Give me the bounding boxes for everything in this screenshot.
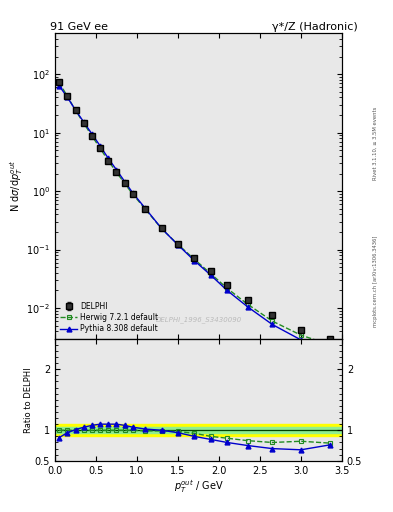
Herwig 7.2.1 default (192, 256, 197, 262)
Pythia 8.308 default (176, 242, 180, 248)
Herwig 7.2.1 default (57, 79, 61, 86)
Herwig 7.2.1 default (299, 332, 303, 338)
Herwig 7.2.1 default (90, 133, 94, 139)
Herwig 7.2.1 default (122, 180, 127, 186)
Herwig 7.2.1 default (98, 145, 103, 152)
Pythia 8.308 default (192, 258, 197, 264)
Y-axis label: N d$\sigma$/d$p_T^{out}$: N d$\sigma$/d$p_T^{out}$ (8, 160, 25, 212)
Herwig 7.2.1 default (143, 206, 147, 212)
Pythia 8.308 default (81, 119, 86, 125)
Legend: DELPHI, Herwig 7.2.1 default, Pythia 8.308 default: DELPHI, Herwig 7.2.1 default, Pythia 8.3… (59, 300, 160, 335)
Pythia 8.308 default (114, 167, 119, 173)
Herwig 7.2.1 default (270, 318, 275, 324)
Text: mcplots.cern.ch [arXiv:1306.3436]: mcplots.cern.ch [arXiv:1306.3436] (373, 236, 378, 327)
Pythia 8.308 default (225, 287, 230, 293)
Pythia 8.308 default (159, 225, 164, 231)
Herwig 7.2.1 default (245, 301, 250, 307)
Text: DELPHI_1996_S3430090: DELPHI_1996_S3430090 (155, 316, 242, 324)
Pythia 8.308 default (245, 304, 250, 310)
Herwig 7.2.1 default (65, 93, 70, 99)
Pythia 8.308 default (299, 337, 303, 343)
Herwig 7.2.1 default (176, 241, 180, 247)
Line: Herwig 7.2.1 default: Herwig 7.2.1 default (57, 80, 332, 347)
Y-axis label: Ratio to DELPHI: Ratio to DELPHI (24, 367, 33, 433)
Pythia 8.308 default (122, 179, 127, 185)
Herwig 7.2.1 default (159, 226, 164, 232)
Pythia 8.308 default (208, 272, 213, 278)
Pythia 8.308 default (327, 343, 332, 349)
Herwig 7.2.1 default (208, 271, 213, 277)
Pythia 8.308 default (130, 190, 135, 196)
Pythia 8.308 default (65, 94, 70, 100)
Pythia 8.308 default (270, 322, 275, 328)
Herwig 7.2.1 default (327, 342, 332, 348)
Pythia 8.308 default (90, 131, 94, 137)
Text: γ*/Z (Hadronic): γ*/Z (Hadronic) (272, 22, 357, 32)
X-axis label: $p_T^{out}$ / GeV: $p_T^{out}$ / GeV (174, 478, 223, 495)
Line: Pythia 8.308 default: Pythia 8.308 default (57, 83, 332, 348)
Pythia 8.308 default (143, 205, 147, 211)
Pythia 8.308 default (73, 107, 78, 113)
Text: Rivet 3.1.10, ≥ 3.5M events: Rivet 3.1.10, ≥ 3.5M events (373, 106, 378, 180)
Pythia 8.308 default (106, 155, 111, 161)
Herwig 7.2.1 default (225, 285, 230, 291)
Herwig 7.2.1 default (81, 120, 86, 126)
Herwig 7.2.1 default (114, 169, 119, 175)
Pythia 8.308 default (57, 82, 61, 89)
Pythia 8.308 default (98, 143, 103, 149)
Herwig 7.2.1 default (73, 108, 78, 114)
Herwig 7.2.1 default (106, 158, 111, 164)
Text: 91 GeV ee: 91 GeV ee (50, 22, 108, 32)
Herwig 7.2.1 default (130, 191, 135, 198)
